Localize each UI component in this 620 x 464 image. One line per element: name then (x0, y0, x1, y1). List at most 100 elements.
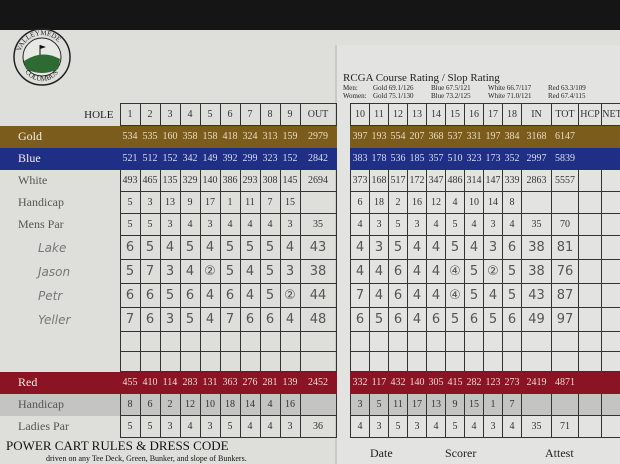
score-cell: 536 (388, 147, 408, 170)
front-nine-table: HOLE 1 2 3 4 5 6 7 8 9 OUT Gold 534 535 160 358 158 418 32… (0, 103, 337, 438)
score-cell: 8 (119, 393, 141, 416)
score-cell: 149 (199, 147, 221, 170)
white-row: White 493 465 135 329 140 386 293 308 145 2694 (0, 169, 337, 192)
score-cell: 4 (199, 283, 221, 308)
score-cell: 140 (199, 169, 221, 192)
score-cell: 418 (219, 125, 241, 148)
scorer-label: Scorer (445, 446, 477, 460)
score-cell: 5 (179, 235, 201, 260)
gold-row: Gold 534 535 160 358 158 418 324 313 159 2979 (0, 125, 337, 148)
score-cell: 172 (407, 169, 427, 192)
score-cell: 314 (464, 169, 484, 192)
score-cell (464, 331, 484, 352)
score-cell: 3 (483, 415, 503, 438)
score-cell: 7 (139, 259, 161, 284)
score-cell: 6 (426, 307, 446, 332)
score-cell: 8 (502, 191, 522, 214)
score-cell: 4 (179, 415, 201, 438)
score-cell: 193 (369, 125, 389, 148)
score-cell: 81 (551, 235, 579, 260)
score-cell: 11 (239, 191, 261, 214)
score-cell: 7 (219, 307, 241, 332)
score-cell: 35 (521, 213, 552, 236)
score-cell: 5 (502, 259, 522, 284)
score-cell: 299 (239, 147, 261, 170)
score-cell: 13 (159, 191, 181, 214)
score-cell (239, 351, 261, 372)
score-cell (388, 351, 408, 372)
score-cell (299, 393, 337, 416)
score-cell: 3 (350, 393, 370, 416)
hole-number: 12 (388, 103, 408, 126)
score-cell: 4 (426, 415, 446, 438)
back-row: 4 4 6 4 4 ④ 5 ② 5 38 76 (350, 259, 620, 284)
score-cell: 339 (502, 169, 522, 192)
score-cell (601, 351, 620, 372)
hole-number: 18 (502, 103, 522, 126)
score-cell: 18 (369, 191, 389, 214)
score-cell: 5 (219, 235, 241, 260)
score-cell: 5 (369, 307, 389, 332)
score-cell: 4 (219, 213, 241, 236)
hole-number: 6 (219, 103, 241, 126)
score-cell: 383 (350, 147, 370, 170)
score-cell: 168 (369, 169, 389, 192)
score-cell: 4 (502, 213, 522, 236)
hole-number: 1 (119, 103, 141, 126)
score-cell: 5 (502, 283, 522, 308)
row-label: Gold (0, 125, 120, 148)
score-cell (521, 393, 552, 416)
score-cell (445, 331, 465, 352)
score-cell (483, 331, 503, 352)
score-cell: 323 (464, 147, 484, 170)
score-cell: 6 (350, 307, 370, 332)
score-cell (502, 331, 522, 352)
score-cell: 331 (464, 125, 484, 148)
score-cell: 5839 (551, 147, 579, 170)
blue-row: Blue 521 512 152 342 149 392 299 323 152 2842 (0, 147, 337, 170)
score-cell: 3 (159, 415, 181, 438)
hole-number: OUT (299, 103, 337, 126)
rules-text: driven on any Tee Deck, Green, Bunker, a… (46, 454, 247, 463)
score-cell: 6 (388, 307, 408, 332)
score-cell: 313 (259, 125, 281, 148)
row-label: Handicap (0, 393, 120, 416)
score-cell: 9 (179, 191, 201, 214)
hole-number: 10 (350, 103, 370, 126)
score-cell: 4 (369, 283, 389, 308)
score-cell: 3 (159, 259, 181, 284)
score-cell: 4 (369, 259, 389, 284)
score-cell: 4 (350, 213, 370, 236)
score-cell: 5 (388, 213, 408, 236)
score-cell: 415 (445, 371, 465, 394)
score-cell: 87 (551, 283, 579, 308)
score-cell: 373 (350, 169, 370, 192)
score-cell (601, 259, 620, 284)
score-cell: 3 (159, 307, 181, 332)
hole-number: 9 (279, 103, 301, 126)
score-cell: 3168 (521, 125, 552, 148)
row-label: White (18, 173, 48, 187)
score-cell: 16 (279, 393, 301, 416)
hole-number: 13 (407, 103, 427, 126)
score-cell (578, 415, 602, 438)
back-row: 4 3 5 3 4 5 4 3 4 35 70 (350, 213, 620, 236)
score-cell: 4 (464, 415, 484, 438)
score-cell (483, 351, 503, 372)
score-cell: 397 (350, 125, 370, 148)
score-cell: 117 (369, 371, 389, 394)
score-cell: 3 (199, 213, 221, 236)
score-cell: 2 (388, 191, 408, 214)
score-cell: 308 (259, 169, 281, 192)
score-cell: 347 (426, 169, 446, 192)
score-cell (464, 351, 484, 372)
score-cell: 48 (299, 307, 337, 332)
score-cell: 5 (119, 259, 141, 284)
score-cell: 6 (388, 259, 408, 284)
score-cell: 173 (483, 147, 503, 170)
back-nine-table: 10 11 12 13 14 15 16 17 18 IN TOT HCP NET 397 193 554 20… (350, 103, 620, 438)
score-cell: 5 (445, 415, 465, 438)
back-row (350, 351, 620, 372)
score-cell (551, 331, 579, 352)
score-cell: 486 (445, 169, 465, 192)
